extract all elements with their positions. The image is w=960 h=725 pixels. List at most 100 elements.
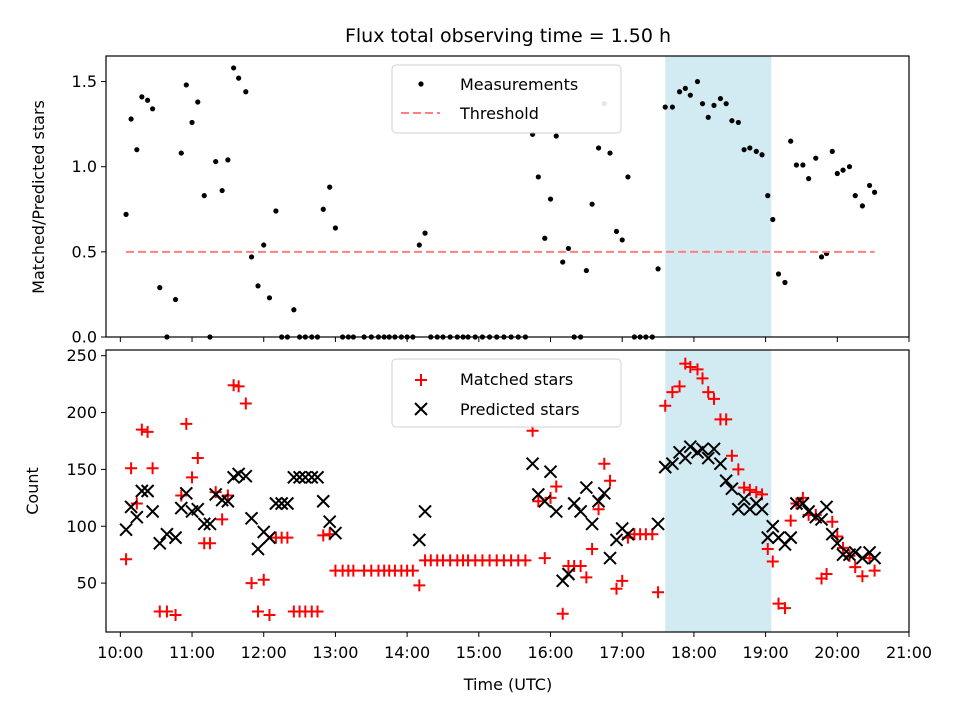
matched-stars-point bbox=[580, 571, 593, 584]
matched-stars-point bbox=[720, 413, 733, 426]
predicted-stars-point bbox=[579, 480, 594, 495]
measurements-point bbox=[547, 196, 554, 202]
predicted-stars-point bbox=[867, 551, 882, 565]
predicted-stars-point bbox=[801, 504, 816, 519]
matched-stars-point bbox=[725, 449, 738, 462]
predicted-stars-point bbox=[197, 517, 211, 531]
x-tick-label: 17:00 bbox=[599, 643, 645, 662]
measurements-point bbox=[150, 106, 156, 112]
measurements-point bbox=[662, 104, 668, 110]
measurements-point bbox=[213, 158, 219, 165]
matched-stars-point bbox=[413, 579, 426, 592]
predicted-stars-point bbox=[174, 501, 188, 515]
top-series bbox=[123, 65, 878, 340]
matched-stars-point bbox=[796, 491, 809, 504]
predicted-stars-point bbox=[322, 514, 337, 529]
matched-stars-point bbox=[784, 514, 797, 527]
predicted-stars-point bbox=[819, 500, 834, 514]
predicted-stars-point bbox=[830, 536, 845, 551]
matched-stars-point bbox=[574, 560, 587, 573]
predicted-stars-point bbox=[119, 522, 133, 537]
matched-stars-point bbox=[130, 497, 143, 510]
measurements-point bbox=[219, 187, 225, 194]
predicted-stars-point bbox=[543, 464, 558, 479]
matched-stars-point bbox=[227, 379, 240, 392]
predicted-stars-point bbox=[796, 496, 810, 511]
predicted-stars-point bbox=[298, 470, 313, 485]
predicted-stars-point bbox=[783, 530, 798, 545]
measurements-point bbox=[231, 65, 237, 71]
bottom-panel: 50 100 150 200 250 10:00 11:00 12:00 13:00 14:00… bbox=[23, 346, 932, 694]
matched-stars-point bbox=[849, 561, 862, 574]
x-tick-label: 19:00 bbox=[743, 643, 789, 662]
measurements-point bbox=[248, 254, 255, 260]
matched-stars-point bbox=[209, 486, 222, 499]
matched-stars-point bbox=[125, 462, 138, 475]
matched-stars-point bbox=[519, 554, 532, 567]
predicted-stars-point bbox=[719, 474, 733, 488]
highlight-span-rect bbox=[665, 56, 772, 337]
measurements-point bbox=[565, 245, 572, 252]
matched-stars-point bbox=[532, 495, 545, 508]
matched-stars-point bbox=[820, 568, 833, 581]
measurements-point bbox=[183, 82, 189, 88]
measurements-point bbox=[195, 99, 201, 105]
measurements-point bbox=[266, 295, 273, 301]
legend-marker-measurements bbox=[418, 81, 424, 87]
measurements-point bbox=[613, 228, 620, 235]
top-panel: Flux total observing time = 1.50 h 0.00.… bbox=[29, 25, 910, 347]
measurements-point bbox=[178, 150, 184, 156]
matched-stars-point bbox=[538, 552, 551, 565]
predicted-stars-point bbox=[567, 496, 581, 511]
matched-stars-point bbox=[673, 380, 686, 393]
predicted-stars-point bbox=[665, 457, 680, 471]
measurements-point bbox=[705, 114, 711, 120]
bottom-x-ticks: 10:00 11:00 12:00 13:00 14:00 15:00 16:00 17:00… bbox=[97, 632, 932, 662]
matched-stars-point bbox=[169, 608, 182, 621]
predicted-stars-point bbox=[221, 494, 235, 508]
chart-title: Flux total observing time = 1.50 h bbox=[345, 25, 671, 47]
legend-marker-predicted-stars bbox=[414, 402, 428, 416]
measurements-point bbox=[535, 174, 541, 180]
legend-label-threshold: Threshold bbox=[459, 104, 539, 123]
y-tick-label: 1.5 bbox=[72, 72, 97, 91]
matched-stars-point bbox=[691, 363, 704, 376]
predicted-stars-point bbox=[725, 482, 739, 496]
measurements-point bbox=[717, 95, 724, 102]
measurements-point bbox=[818, 254, 825, 260]
predicted-stars-point bbox=[160, 527, 174, 541]
measurements-point bbox=[236, 75, 242, 81]
measurements-point bbox=[320, 206, 326, 212]
measurements-point bbox=[327, 184, 333, 190]
measurements-point bbox=[201, 193, 207, 199]
measurements-point bbox=[829, 148, 835, 154]
measurements-point bbox=[255, 283, 261, 289]
predicted-stars-point bbox=[737, 492, 751, 506]
legend-label-predicted-stars: Predicted stars bbox=[460, 400, 580, 419]
predicted-stars-point bbox=[251, 542, 265, 556]
measurements-point bbox=[834, 170, 840, 177]
matched-stars-point bbox=[856, 570, 869, 583]
matched-stars-point bbox=[732, 463, 745, 476]
measurements-point bbox=[687, 92, 693, 98]
x-tick-label: 10:00 bbox=[97, 643, 143, 662]
matched-stars-point bbox=[251, 605, 264, 618]
measurements-point bbox=[139, 94, 145, 100]
measurements-point bbox=[225, 157, 231, 163]
measurements-point bbox=[759, 152, 765, 158]
matched-stars-point bbox=[544, 491, 557, 504]
highlight-span-bottom bbox=[665, 350, 772, 632]
measurements-point bbox=[542, 235, 548, 241]
predicted-stars-point bbox=[305, 470, 319, 485]
x-tick-label: 13:00 bbox=[312, 643, 358, 662]
measurements-point bbox=[735, 119, 741, 126]
legend-label-measurements: Measurements bbox=[460, 75, 578, 94]
measurements-point bbox=[189, 119, 195, 126]
y-tick-label: 0.0 bbox=[72, 328, 97, 347]
measurements-point bbox=[583, 267, 589, 274]
measurements-point bbox=[729, 118, 735, 124]
predicted-stars-point bbox=[755, 502, 769, 516]
predicted-stars-point bbox=[621, 527, 635, 541]
predicted-stars-point bbox=[836, 547, 850, 562]
predicted-stars-point bbox=[658, 460, 672, 474]
